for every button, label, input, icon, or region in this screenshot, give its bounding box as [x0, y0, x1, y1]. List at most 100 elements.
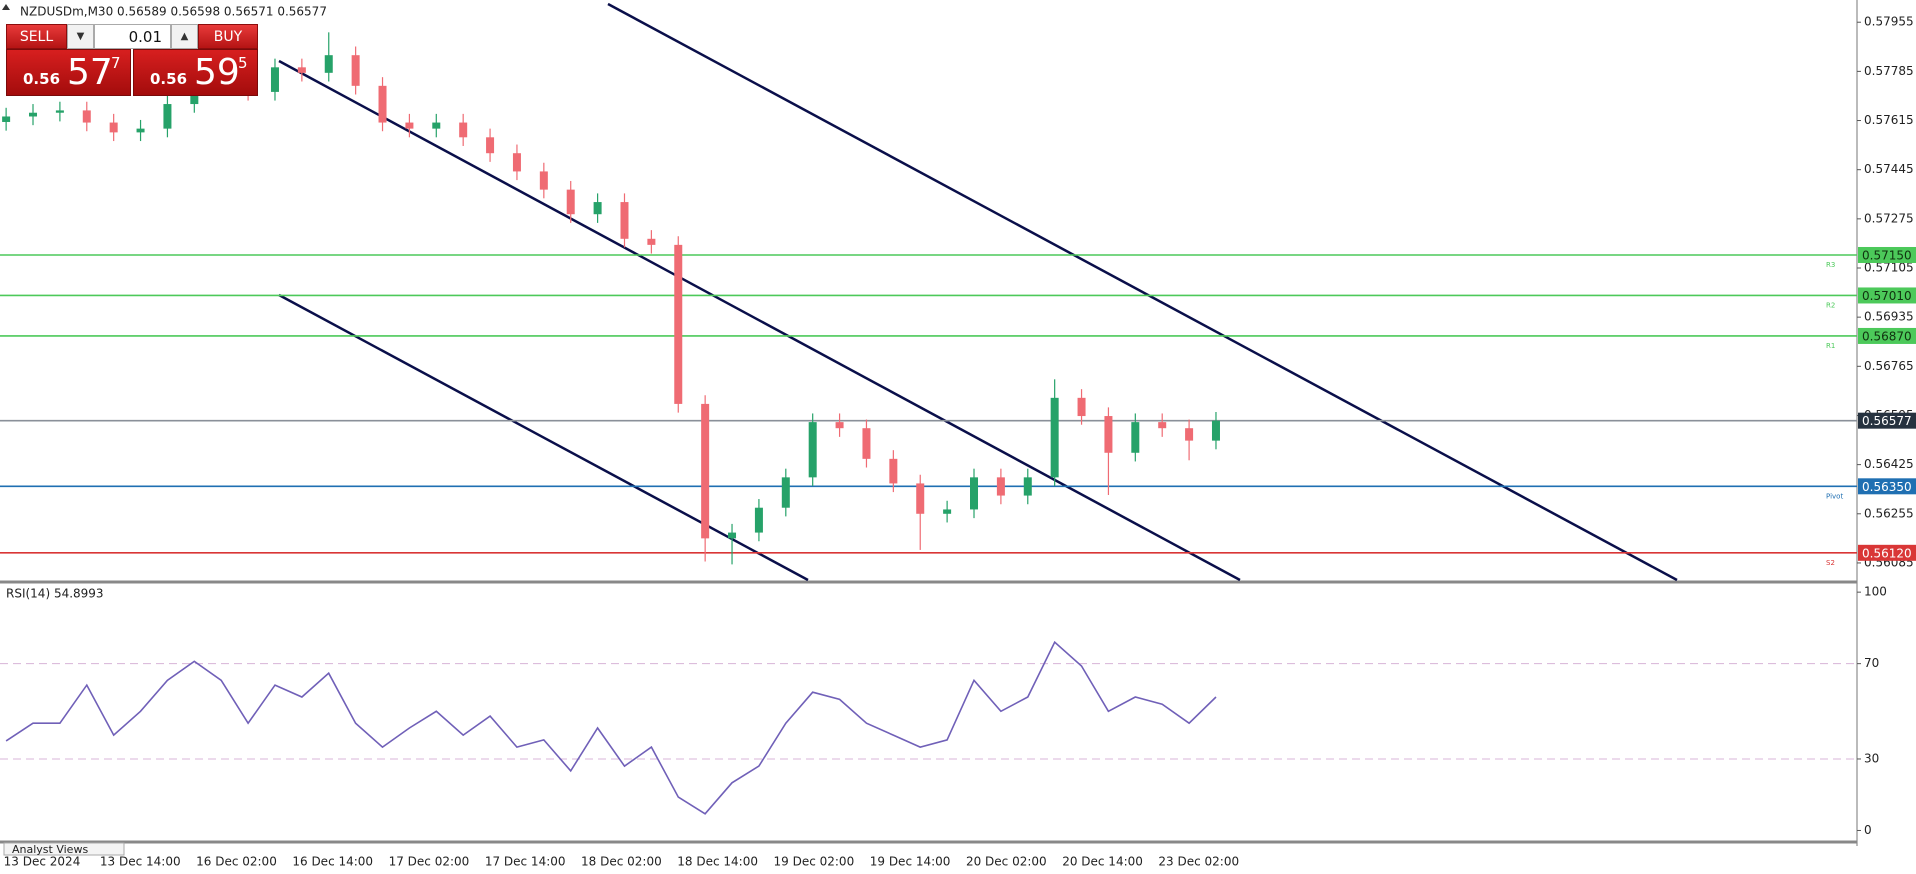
candle-body — [674, 244, 683, 404]
y-tick-label: 0.56935 — [1864, 310, 1914, 324]
candle-body — [351, 55, 360, 86]
channel-line — [278, 293, 809, 582]
y-tick-label: 0.57615 — [1864, 113, 1914, 127]
volume-input[interactable]: 0.01 — [94, 24, 171, 49]
volume-down[interactable]: ▼ — [67, 24, 94, 49]
x-tick-label: 13 Dec 2024 — [4, 855, 81, 869]
candle-body — [728, 532, 737, 539]
candle-body — [2, 116, 11, 122]
candle-body — [970, 477, 979, 510]
level-tag: R3 — [1826, 261, 1835, 269]
candle-body — [1050, 397, 1059, 478]
candle-body — [593, 202, 602, 215]
level-label-box — [1858, 412, 1916, 429]
analyst-views-tab[interactable] — [3, 842, 125, 856]
candle-body — [29, 112, 38, 117]
candle-body — [1023, 477, 1032, 496]
candle-body — [163, 104, 172, 129]
candle-body — [781, 477, 790, 508]
x-tick-label: 16 Dec 14:00 — [292, 855, 373, 869]
candle-body — [297, 67, 306, 73]
y-tick-label: 0.56255 — [1864, 506, 1914, 520]
y-tick-label: 0.56765 — [1864, 359, 1914, 373]
candle-body — [486, 137, 495, 154]
level-label-box — [1858, 246, 1916, 263]
y-tick-label: 0.57275 — [1864, 211, 1914, 225]
x-tick-label: 23 Dec 02:00 — [1158, 855, 1239, 869]
buy-price-fraction: 5 — [238, 54, 248, 72]
channel-line — [607, 2, 1678, 582]
candle-body — [754, 507, 763, 533]
x-tick-label: 19 Dec 14:00 — [870, 855, 951, 869]
sell-price-fraction: 7 — [111, 54, 121, 72]
candle-body — [1131, 422, 1140, 453]
y-tick-label: 0.56425 — [1864, 457, 1914, 471]
candle-body — [996, 477, 1005, 496]
sell-price[interactable]: 0.56 57 7 — [6, 49, 131, 96]
candle-body — [835, 422, 844, 429]
level-tag: Pivot — [1826, 492, 1843, 500]
level-label-box — [1858, 287, 1916, 304]
rsi-header: RSI(14) 54.8993 — [6, 587, 104, 601]
rsi-tick-label: 100 — [1864, 585, 1887, 599]
x-tick-label: 18 Dec 14:00 — [677, 855, 758, 869]
candle-body — [405, 122, 414, 129]
candle-body — [82, 110, 91, 123]
y-tick-label: 0.57955 — [1864, 15, 1914, 29]
x-tick-label: 18 Dec 02:00 — [581, 855, 662, 869]
candle-body — [1211, 420, 1220, 441]
candle-body — [620, 202, 629, 239]
candle-body — [916, 483, 925, 514]
candle-body — [1158, 422, 1167, 429]
sell-price-prefix: 0.56 — [23, 70, 61, 88]
y-tick-label: 0.57785 — [1864, 64, 1914, 78]
candle-body — [136, 128, 145, 133]
level-label: 0.56120 — [1862, 546, 1912, 560]
x-tick-label: 17 Dec 02:00 — [389, 855, 470, 869]
rsi-tick-label: 30 — [1864, 751, 1879, 765]
x-tick-label: 20 Dec 02:00 — [966, 855, 1047, 869]
level-label: 0.56577 — [1862, 414, 1912, 428]
rsi-tick-label: 0 — [1864, 823, 1872, 837]
candle-body — [1104, 416, 1113, 453]
x-tick-label: 13 Dec 14:00 — [100, 855, 181, 869]
level-label-box — [1858, 544, 1916, 561]
candle-body — [55, 110, 64, 113]
rsi-line — [5, 640, 1217, 815]
candle-body — [647, 238, 656, 245]
candle-body — [1185, 428, 1194, 441]
level-tag: R2 — [1826, 301, 1835, 309]
sell-button[interactable]: SELL — [6, 24, 67, 49]
volume-up[interactable]: ▲ — [171, 24, 198, 49]
candle-body — [566, 189, 575, 215]
candle-body — [1077, 397, 1086, 417]
sell-price-pips: 57 — [67, 52, 113, 93]
candle-body — [432, 122, 441, 129]
buy-price-pips: 59 — [194, 52, 240, 93]
buy-button[interactable]: BUY — [198, 24, 258, 49]
candle-body — [459, 122, 468, 138]
y-tick-label: 0.57445 — [1864, 162, 1914, 176]
candle-body — [324, 55, 333, 73]
candle-body — [109, 122, 118, 133]
level-tag: S2 — [1826, 559, 1835, 567]
y-tick-label: 0.57105 — [1864, 261, 1914, 275]
buy-price[interactable]: 0.56 59 5 — [133, 49, 258, 96]
candle-body — [270, 67, 279, 92]
level-label: 0.57150 — [1862, 248, 1912, 262]
channel-line — [278, 59, 1241, 582]
candle-body — [808, 422, 817, 478]
x-tick-label: 20 Dec 14:00 — [1062, 855, 1143, 869]
level-tag: R1 — [1826, 342, 1835, 350]
x-tick-label: 19 Dec 02:00 — [774, 855, 855, 869]
candle-body — [701, 403, 710, 539]
candle-body — [378, 85, 387, 123]
analyst-views-label[interactable]: Analyst Views — [12, 843, 88, 856]
collapse-icon[interactable] — [2, 4, 10, 10]
level-label-box — [1858, 478, 1916, 495]
rsi-tick-label: 70 — [1864, 656, 1879, 670]
candle-body — [539, 171, 548, 190]
